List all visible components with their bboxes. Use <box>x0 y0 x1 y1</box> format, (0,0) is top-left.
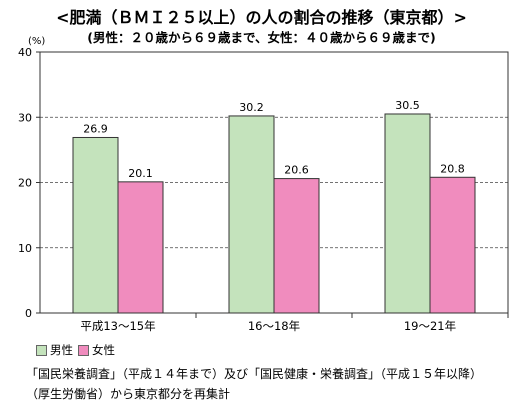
bar-male-1 <box>228 115 275 314</box>
bar-male-2 <box>384 113 431 314</box>
data-label-female-0: 20.1 <box>128 167 153 180</box>
data-label-female-1: 20.6 <box>284 164 309 177</box>
legend: 男性 女性 <box>36 342 115 358</box>
bar-female-0 <box>117 181 164 314</box>
chart-title: <肥満（ＢＭＩ２５以上）の人の割合の推移（東京都）> <box>56 8 467 27</box>
y-tick-label-30: 30 <box>18 111 32 124</box>
legend-swatch-male <box>36 344 47 356</box>
x-tick-label-2: 19〜21年 <box>404 319 456 333</box>
legend-swatch-female <box>78 344 89 356</box>
bar-female-2 <box>429 176 476 314</box>
bar-male-0 <box>72 136 119 314</box>
data-label-male-1: 30.2 <box>239 101 264 114</box>
legend-label-female: 女性 <box>92 343 115 357</box>
source-note-line-1: 「国民栄養調査」（平成１４年まで）及び「国民健康・栄養調査」（平成１５年以降） <box>26 367 483 381</box>
data-label-female-2: 20.8 <box>440 162 465 175</box>
y-tick-label-40: 40 <box>18 46 32 59</box>
x-tick-label-1: 16〜18年 <box>248 319 300 333</box>
data-label-male-0: 26.9 <box>83 122 108 135</box>
source-note-line-2: （厚生労働省）から東京都分を再集計 <box>26 387 231 401</box>
chart-subtitle: (男性：２０歳から６９歳まで、女性：４０歳から６９歳まで) <box>87 30 436 45</box>
legend-label-male: 男性 <box>50 343 73 357</box>
data-label-male-2: 30.5 <box>395 99 420 112</box>
y-tick-label-10: 10 <box>18 242 32 255</box>
y-tick-label-20: 20 <box>18 177 32 190</box>
y-tick-label-0: 0 <box>25 307 32 320</box>
x-tick-label-0: 平成13〜15年 <box>80 319 155 333</box>
y-axis-unit: (%) <box>28 36 45 47</box>
bar-female-1 <box>273 178 320 314</box>
